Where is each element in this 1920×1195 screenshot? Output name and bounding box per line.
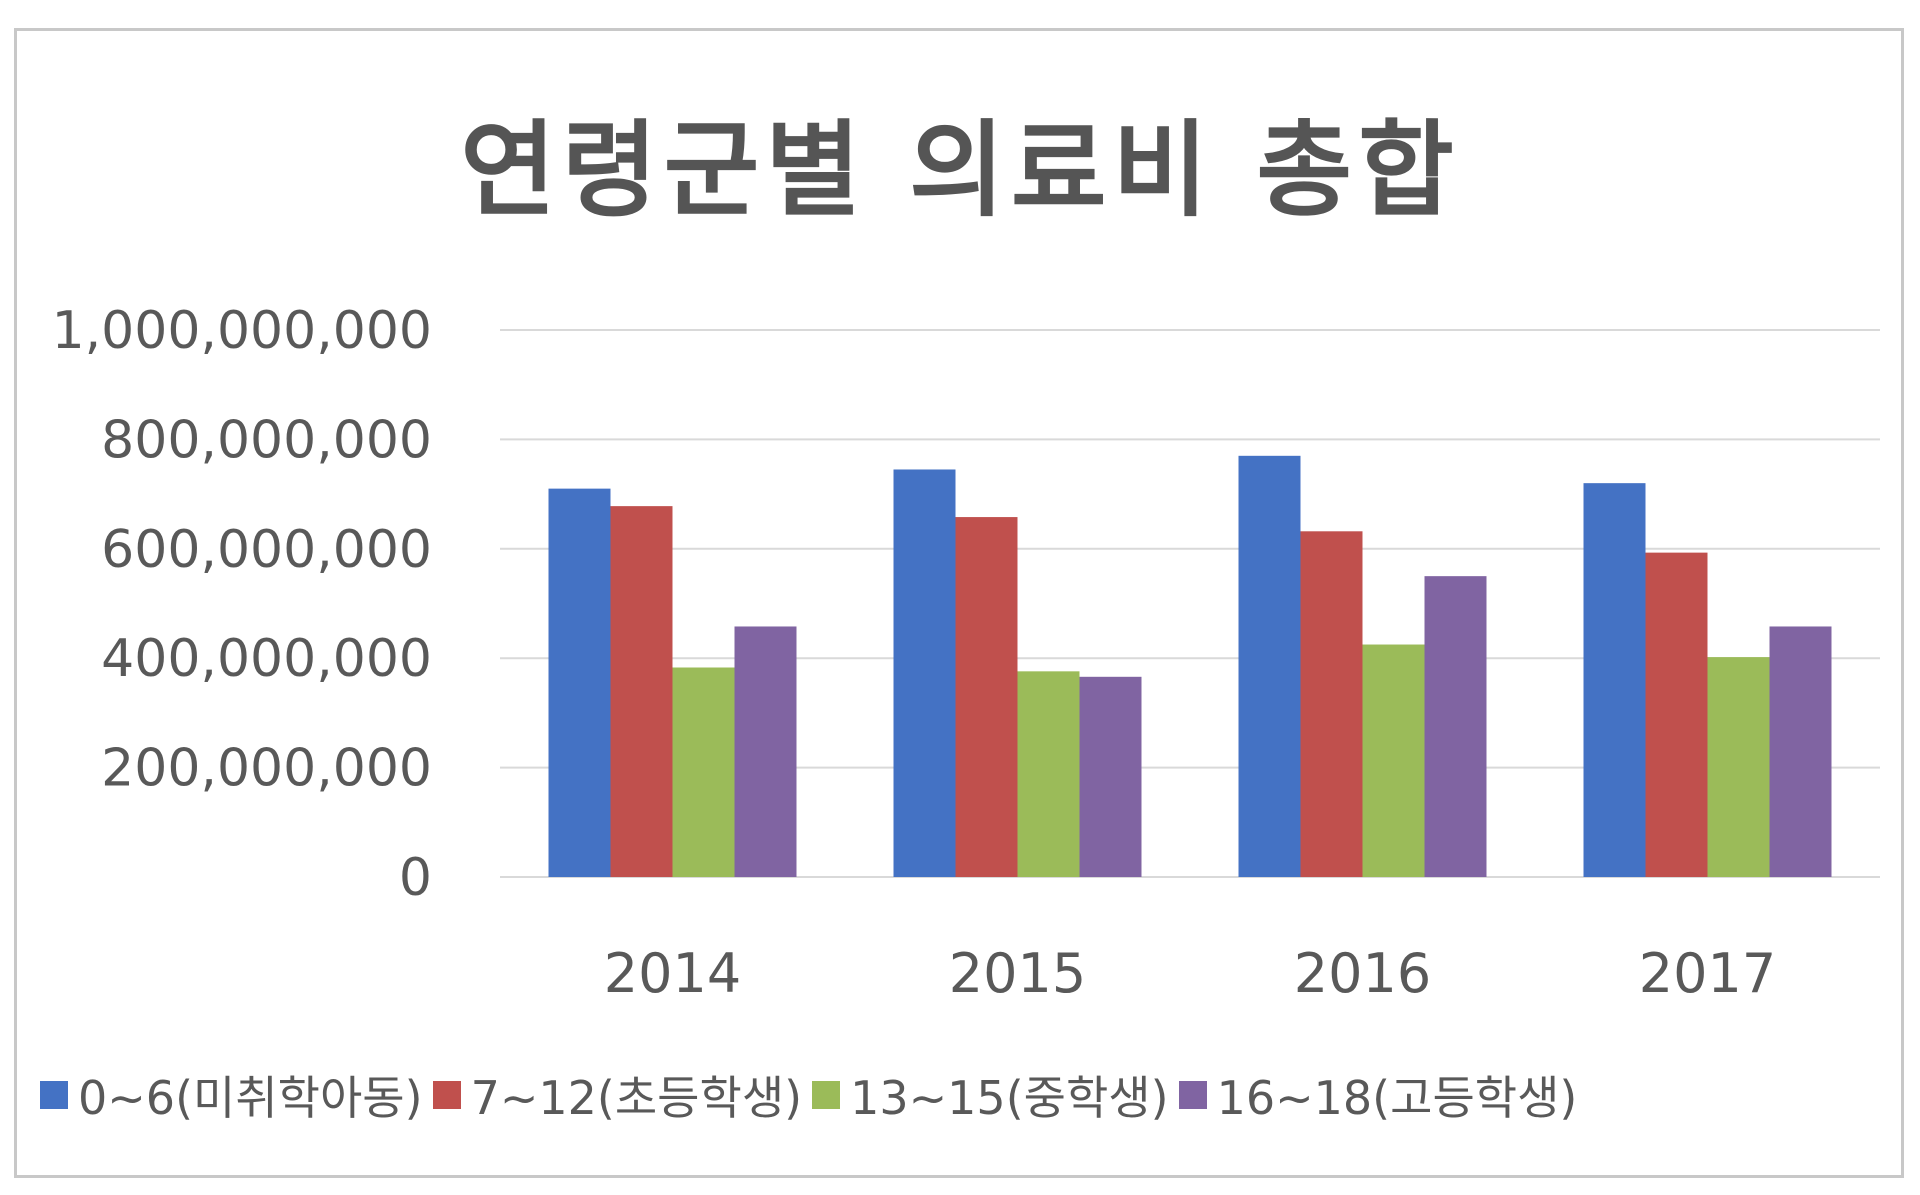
- bar: [1424, 576, 1487, 877]
- legend-item: 0~6(미취학아동): [40, 1062, 423, 1128]
- chart-title: 연령군별 의료비 총합: [460, 109, 1460, 231]
- legend-label: 7~12(초등학생): [470, 1071, 803, 1125]
- legend-item: 16~18(고등학생): [1178, 1062, 1578, 1128]
- bar: [610, 506, 673, 877]
- bar: [1583, 483, 1646, 877]
- bar: [955, 517, 1018, 877]
- legend-swatch: [812, 1081, 841, 1109]
- bar: [1017, 671, 1080, 877]
- bar: [1645, 552, 1708, 877]
- y-tick-label: 800,000,000: [101, 410, 432, 470]
- legend-label: 0~6(미취학아동): [78, 1071, 423, 1125]
- legend-item: 13~15(중학생): [812, 1062, 1169, 1128]
- legend-label: 13~15(중학생): [850, 1071, 1169, 1125]
- y-tick-label: 600,000,000: [101, 520, 432, 580]
- bar: [1362, 644, 1425, 877]
- y-tick-label: 1,000,000,000: [52, 301, 432, 361]
- bar: [1300, 531, 1363, 877]
- bar: [734, 626, 797, 877]
- y-tick-label: 400,000,000: [101, 629, 432, 689]
- bar: [1079, 676, 1142, 877]
- bar: [1238, 455, 1301, 877]
- x-category-label: 2015: [949, 942, 1086, 1005]
- legend: 0~6(미취학아동) 7~12(초등학생) 13~15(중학생) 16~18(고등학생…: [40, 1062, 1900, 1128]
- legend-swatch: [432, 1081, 461, 1109]
- bar: [1769, 626, 1832, 877]
- legend-swatch: [40, 1081, 68, 1109]
- legend-swatch: [1178, 1081, 1207, 1109]
- bar: [548, 488, 611, 877]
- x-category-label: 2016: [1294, 942, 1431, 1005]
- y-tick-label: 200,000,000: [101, 739, 432, 799]
- bar: [1707, 657, 1770, 877]
- y-tick-label: 0: [399, 848, 432, 908]
- bar: [893, 469, 956, 877]
- x-category-label: 2017: [1639, 942, 1776, 1005]
- bar: [672, 667, 735, 877]
- legend-item: 7~12(초등학생): [432, 1062, 803, 1128]
- legend-label: 16~18(고등학생): [1216, 1071, 1578, 1125]
- x-category-label: 2014: [604, 942, 741, 1005]
